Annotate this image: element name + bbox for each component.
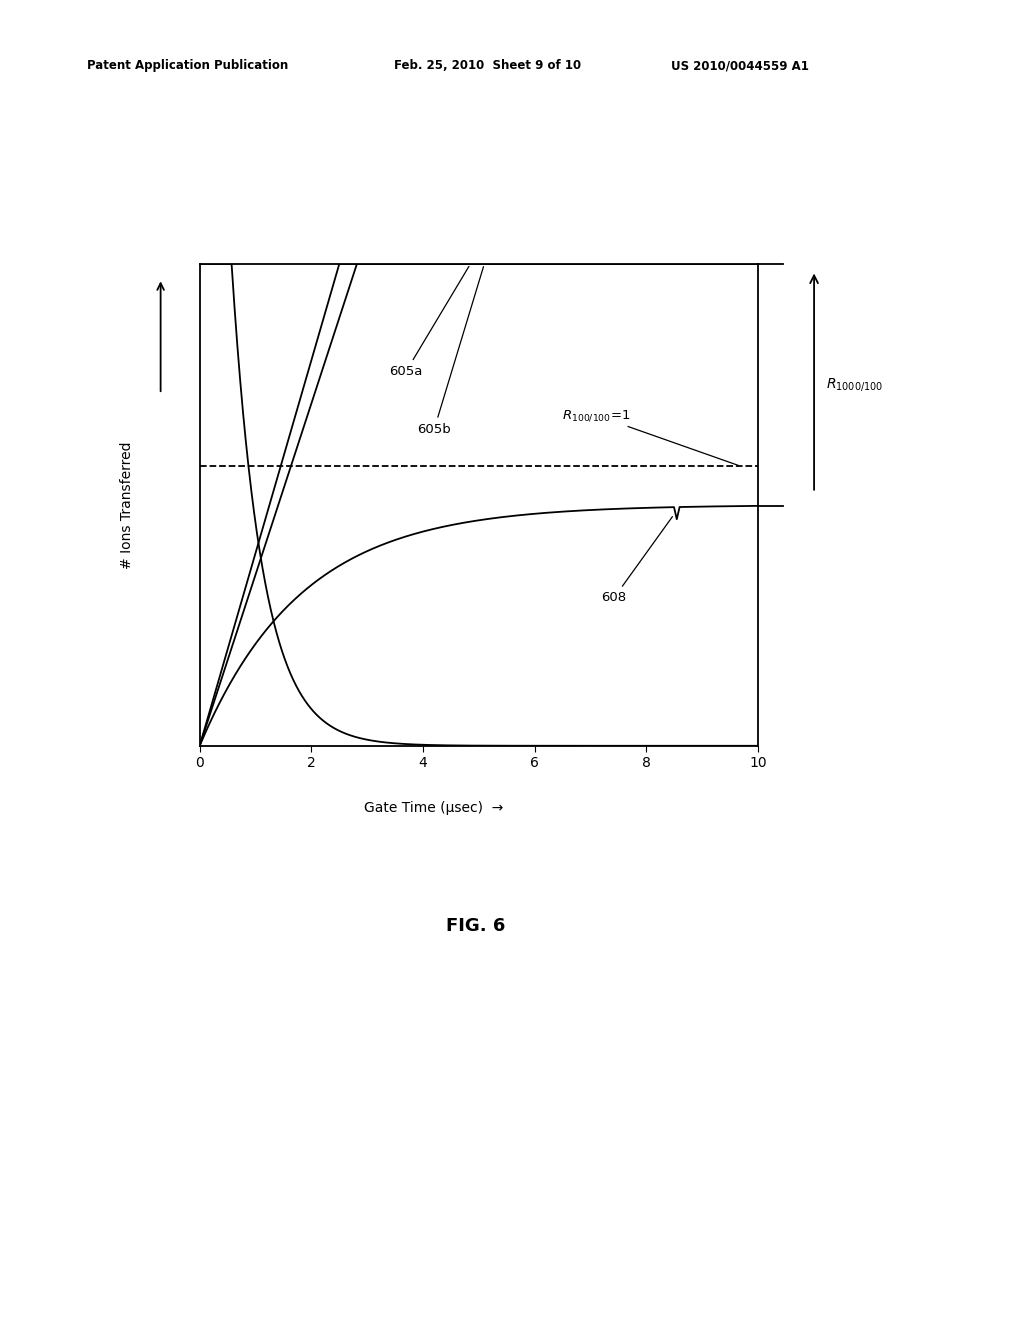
Text: $R_{1000/100}$: $R_{1000/100}$ bbox=[826, 376, 884, 393]
Text: Feb. 25, 2010  Sheet 9 of 10: Feb. 25, 2010 Sheet 9 of 10 bbox=[394, 59, 582, 73]
Text: FIG. 6: FIG. 6 bbox=[446, 917, 506, 936]
Text: 608: 608 bbox=[601, 516, 673, 605]
Text: 605a: 605a bbox=[389, 267, 469, 378]
Text: US 2010/0044559 A1: US 2010/0044559 A1 bbox=[671, 59, 809, 73]
Text: 605b: 605b bbox=[418, 267, 483, 436]
Text: Gate Time (μsec)  →: Gate Time (μsec) → bbox=[365, 801, 504, 816]
Text: # Ions Transferred: # Ions Transferred bbox=[120, 441, 134, 569]
Text: $R_{100/100}$=1: $R_{100/100}$=1 bbox=[562, 408, 738, 466]
Text: Patent Application Publication: Patent Application Publication bbox=[87, 59, 289, 73]
